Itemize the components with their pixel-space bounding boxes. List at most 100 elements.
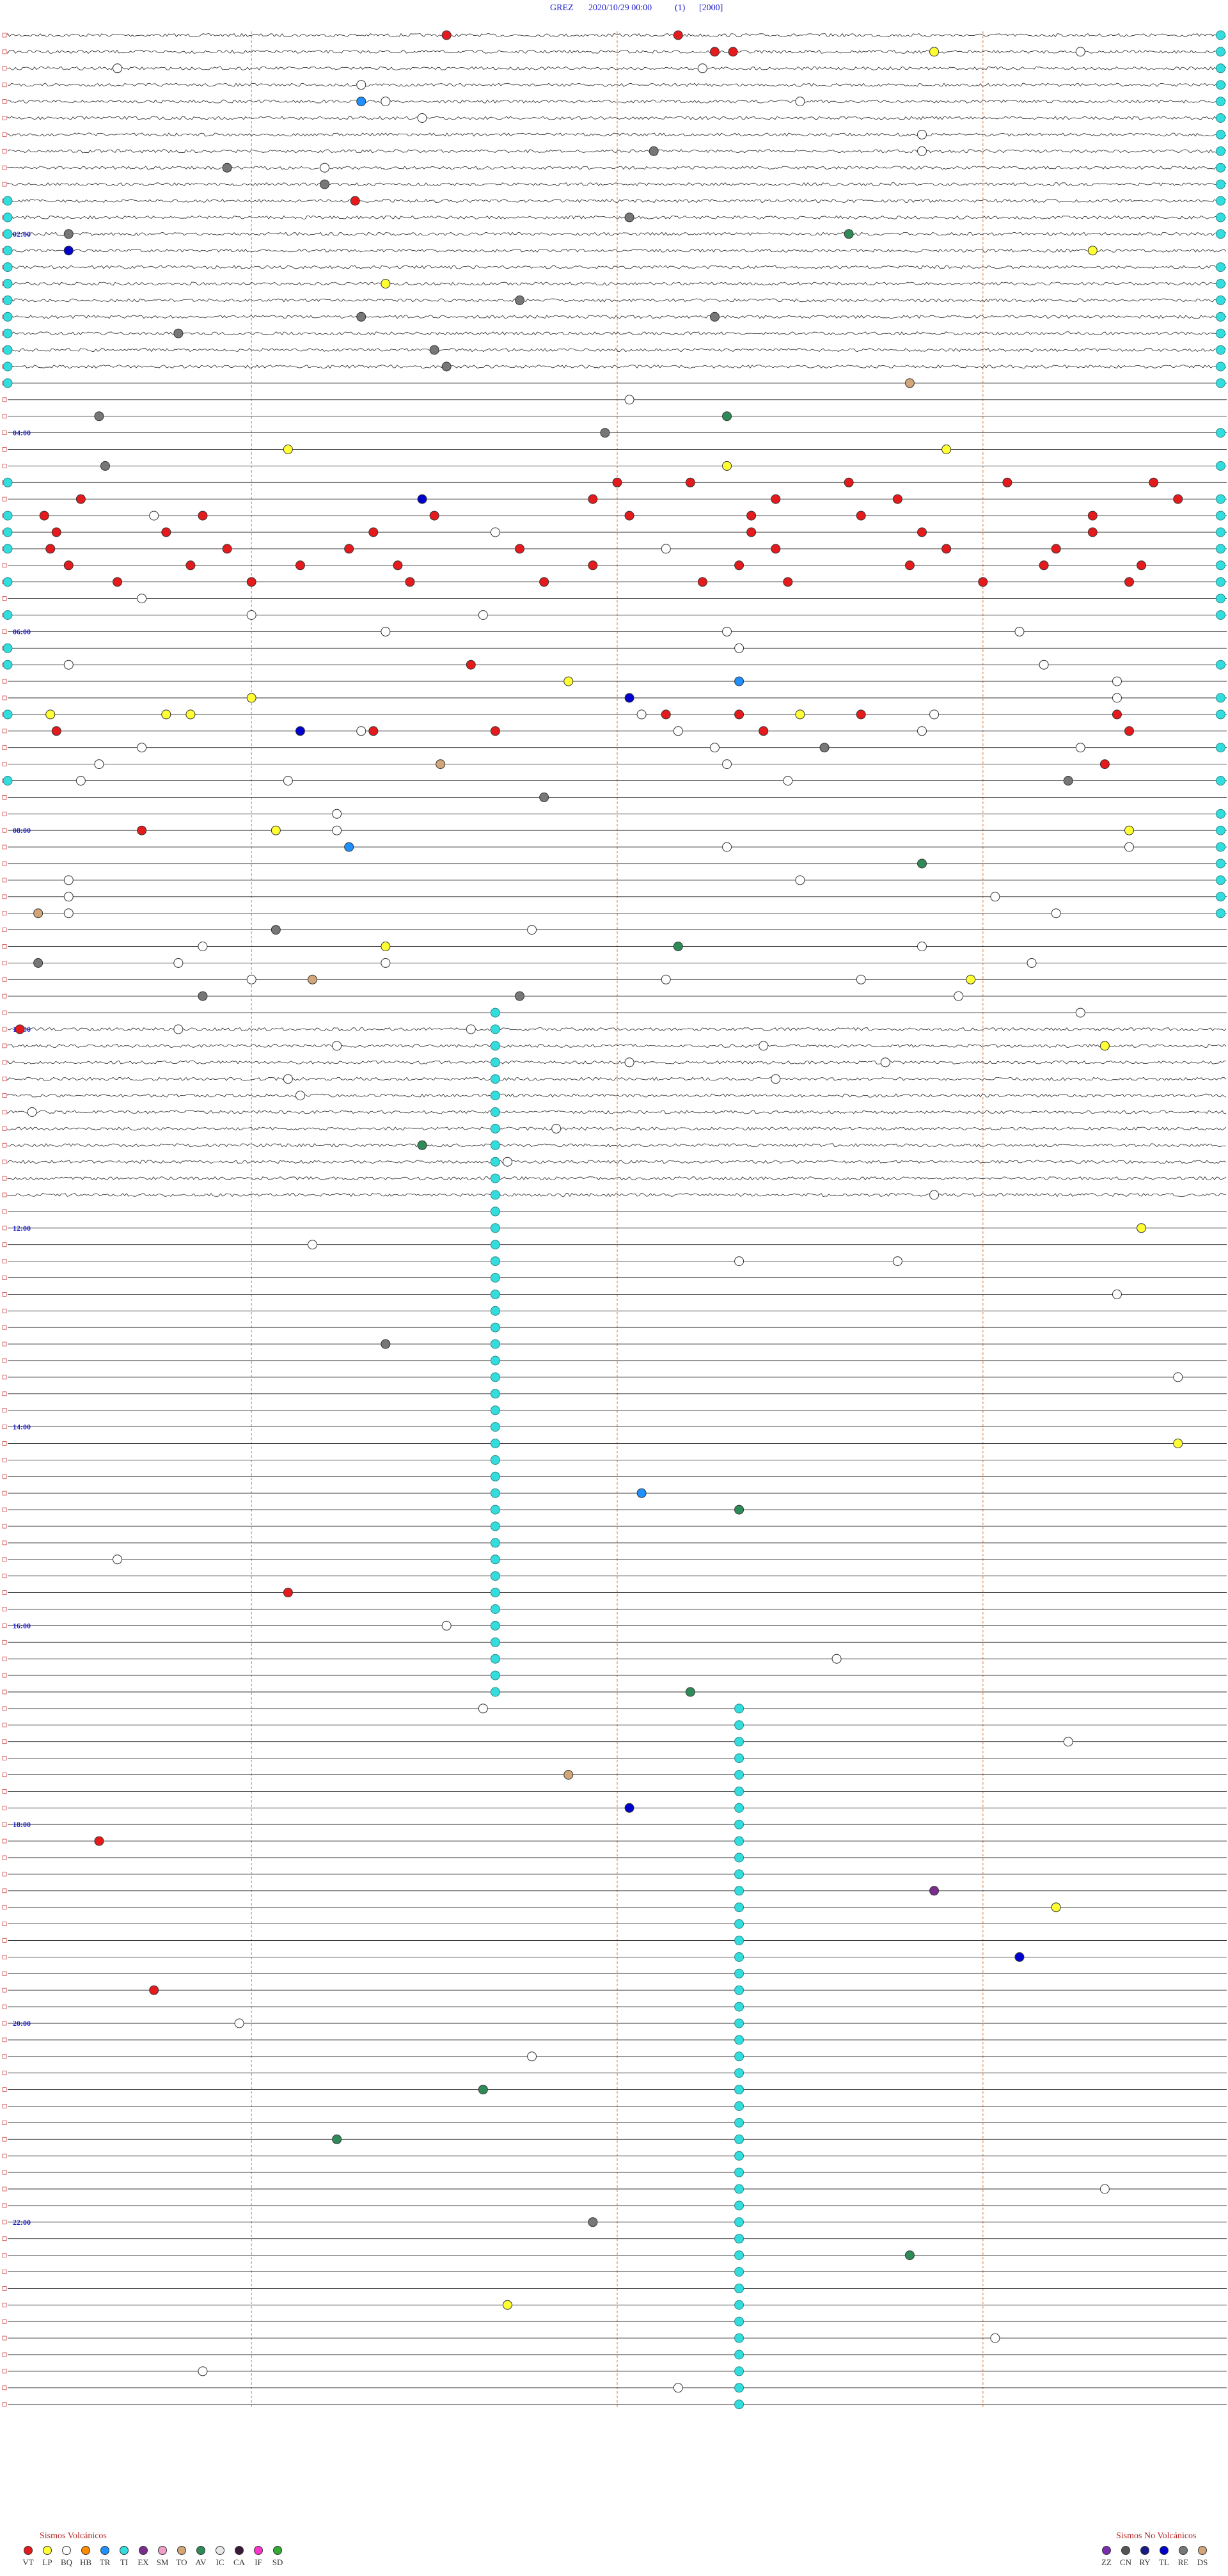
- event-ti: [734, 2134, 744, 2144]
- event-vt: [759, 726, 769, 736]
- event-ti: [490, 1007, 500, 1018]
- event-bq: [1075, 47, 1085, 57]
- legend-swatch-vt: [24, 2546, 33, 2555]
- event-ti: [734, 2300, 744, 2310]
- event-ti: [490, 1140, 500, 1150]
- event-vt: [75, 494, 86, 504]
- event-ti: [1215, 527, 1225, 537]
- row-start-tick: [2, 1292, 7, 1297]
- hour-label: 14:00: [13, 1423, 31, 1432]
- event-re: [441, 361, 452, 372]
- event-ti: [3, 544, 13, 554]
- row-start-tick: [2, 2203, 7, 2208]
- event-bq: [1063, 1737, 1073, 1747]
- event-ti: [490, 1107, 500, 1117]
- event-bq: [734, 1256, 744, 1267]
- event-ti: [1215, 146, 1225, 156]
- event-bq: [661, 544, 671, 554]
- event-vt: [515, 544, 525, 554]
- event-bq: [283, 1074, 293, 1084]
- event-ti: [1215, 47, 1225, 57]
- trace-row-60: [7, 1027, 1227, 1032]
- event-ti: [1215, 842, 1225, 852]
- event-re: [320, 179, 330, 189]
- legend-swatch-ex: [139, 2546, 148, 2555]
- event-ti: [1215, 544, 1225, 554]
- event-vt: [350, 196, 360, 206]
- event-ti: [734, 1819, 744, 1829]
- event-vt: [734, 560, 744, 571]
- row-start-tick: [2, 1375, 7, 1380]
- event-bq: [917, 146, 927, 156]
- station-label: GREZ: [550, 3, 574, 13]
- row-start-tick: [2, 762, 7, 766]
- event-bq: [1112, 676, 1122, 686]
- hour-label: 18:00: [13, 1820, 31, 1829]
- event-ti: [490, 1604, 500, 1614]
- event-lp: [1099, 1041, 1110, 1051]
- row-start-tick: [2, 629, 7, 634]
- trace-row-17: [7, 315, 1227, 319]
- event-bq: [722, 759, 732, 770]
- event-ti: [490, 1240, 500, 1250]
- event-bq: [1112, 693, 1122, 703]
- event-tl: [624, 693, 634, 703]
- row-start-tick: [2, 811, 7, 816]
- event-ti: [3, 477, 13, 487]
- event-ti: [734, 1952, 744, 1962]
- row-start-tick: [2, 2352, 7, 2357]
- event-lp: [283, 445, 293, 454]
- event-ti: [490, 1471, 500, 1482]
- event-ti: [490, 1355, 500, 1366]
- event-markers: [3, 30, 1225, 2410]
- row-start-tick: [2, 1259, 7, 1263]
- row-start-tick: [2, 2369, 7, 2374]
- event-bq: [1039, 660, 1049, 670]
- event-vt: [137, 825, 147, 835]
- event-av: [734, 1505, 744, 1515]
- event-vt: [771, 494, 781, 504]
- event-ti: [734, 1853, 744, 1863]
- event-ti: [490, 1405, 500, 1416]
- row-start-tick: [2, 49, 7, 54]
- event-vt: [1099, 759, 1110, 770]
- event-vt: [45, 544, 56, 554]
- row-start-tick: [2, 431, 7, 435]
- event-ti: [734, 2217, 744, 2227]
- event-vt: [368, 726, 379, 736]
- row-start-tick: [2, 1126, 7, 1131]
- event-ti: [3, 328, 13, 338]
- trace-row-64: [7, 1093, 1227, 1098]
- event-ti: [490, 1637, 500, 1647]
- event-ds: [436, 759, 446, 770]
- row-start-tick: [2, 795, 7, 800]
- event-re: [624, 212, 634, 223]
- row-start-tick: [2, 1607, 7, 1611]
- event-ti: [734, 2151, 744, 2161]
- event-ti: [734, 2316, 744, 2327]
- event-bq: [795, 97, 805, 107]
- event-vt: [1051, 544, 1061, 554]
- event-ti: [1215, 113, 1225, 123]
- row-start-tick: [2, 1888, 7, 1893]
- row-start-tick: [2, 1010, 7, 1015]
- event-ti: [490, 1289, 500, 1299]
- event-bq: [478, 610, 488, 620]
- event-ti: [490, 1455, 500, 1465]
- event-ds: [904, 378, 915, 388]
- event-vt: [978, 577, 988, 587]
- event-bq: [198, 942, 208, 951]
- event-vt: [539, 577, 549, 587]
- event-vt: [1173, 494, 1183, 504]
- event-ti: [1215, 858, 1225, 869]
- event-vt: [51, 527, 61, 537]
- event-ti: [1215, 162, 1225, 173]
- row-start-tick: [2, 1077, 7, 1082]
- event-ti: [1215, 560, 1225, 571]
- trace-row-12: [7, 232, 1227, 236]
- legend-label-av: AV: [195, 2557, 207, 2567]
- event-ti: [3, 643, 13, 653]
- event-ti: [490, 1554, 500, 1565]
- row-start-tick: [2, 66, 7, 71]
- row-start-tick: [2, 1590, 7, 1595]
